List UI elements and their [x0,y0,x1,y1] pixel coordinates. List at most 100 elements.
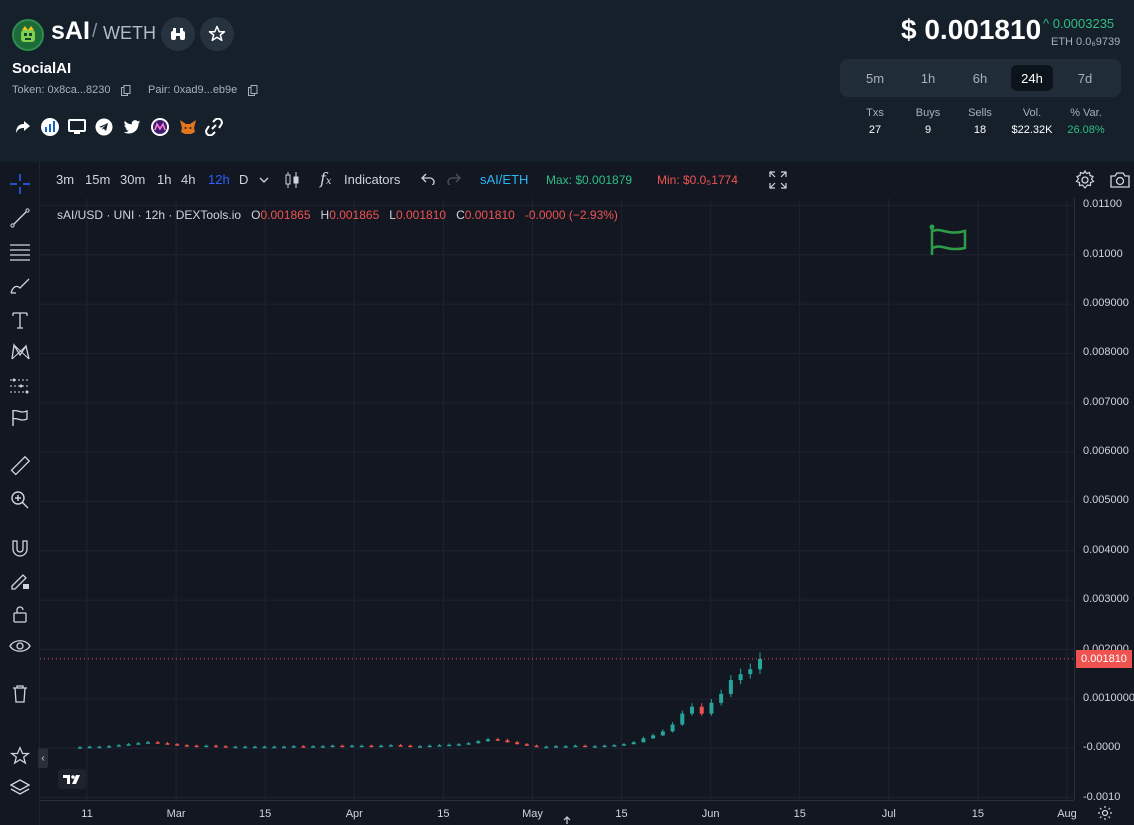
stay-drawing-tool[interactable] [8,568,32,592]
copy-token-icon[interactable] [121,85,131,96]
candle-body [758,658,762,670]
interval-d[interactable]: D [239,172,249,187]
measure-tool[interactable] [8,454,32,478]
brush-tool[interactable] [8,274,32,298]
price-chart[interactable] [40,198,1074,800]
legend-open-key: O [251,208,261,222]
candle-body [583,745,588,748]
favorites-tool[interactable] [8,744,32,768]
quote-symbol: WETH [103,23,156,43]
twitter-icon[interactable] [122,117,142,137]
collapse-toolbar-button[interactable]: ‹ [38,748,48,768]
candle-body [738,674,743,681]
price-axis[interactable]: 0.01100 0.01000 0.009000 0.008000 0.007000 0.… [1074,198,1134,803]
y-tick-label: 0.01000 [1083,247,1123,260]
chart-plot-area[interactable] [40,198,1074,800]
binoculars-button[interactable] [161,17,195,51]
interval-15m[interactable]: 15m [85,172,111,187]
candle-body [350,745,354,748]
candle-body [612,745,617,747]
timeframe-1h[interactable]: 1h [920,70,936,86]
time-axis[interactable]: 11 Mar 15 Apr 15 May 15 Jun 15 Jul 15 Aug [40,800,1077,825]
copy-pair-icon[interactable] [248,85,258,96]
indicators-icon[interactable]: fx [320,169,332,188]
fullscreen-icon[interactable] [769,171,787,189]
text-tool[interactable] [8,308,32,332]
candle-body [78,747,82,749]
y-tick-label: 0.009000 [1083,297,1129,310]
y-tick-label: 0.004000 [1083,543,1129,556]
candle-body [369,745,374,748]
hide-tool[interactable] [8,634,32,658]
star-outline-icon [10,746,30,765]
tradingview-logo-icon[interactable] [58,769,86,789]
candle-body [184,745,189,747]
pair-separator: / [92,21,98,42]
candle-body [204,745,209,748]
link-icon[interactable] [204,117,224,137]
lock-tool[interactable] [8,602,32,626]
candle-body [233,746,238,749]
candle-body [486,739,490,742]
indicators-button[interactable]: Indicators [344,172,401,187]
candle-body [359,745,364,748]
settings-gear-icon[interactable] [1075,170,1095,190]
candle-body [311,746,316,748]
interval-12h[interactable]: 12h [208,172,230,187]
x-tick-label: Jun [701,808,720,820]
interval-3m[interactable]: 3m [56,172,75,187]
magnet-tool[interactable] [8,536,32,560]
timeframe-5m[interactable]: 5m [865,70,885,86]
scroll-to-latest-icon[interactable] [562,815,572,825]
remove-tool[interactable] [8,682,32,706]
candle-body [660,731,665,736]
chart-flag-icon[interactable] [929,224,967,256]
candle-body [291,746,296,748]
metamask-icon[interactable] [178,117,198,137]
timeframe-6h[interactable]: 6h [972,70,988,86]
legend-close: 0.001810 [464,208,515,222]
prediction-tool[interactable] [8,374,32,398]
candle-body [524,744,529,746]
share-icon[interactable] [13,117,33,137]
crosshair-icon [10,174,30,194]
coinmarketcap-icon[interactable] [150,117,170,137]
binoculars-icon [171,28,185,40]
dextscore-icon[interactable] [40,117,60,137]
y-tick-label: 0.003000 [1083,593,1129,606]
fib-tool[interactable] [8,240,32,264]
flag-tool[interactable] [8,406,32,430]
interval-1h[interactable]: 1h [157,172,172,187]
prediction-icon [10,378,30,394]
camera-icon[interactable] [1109,170,1131,190]
candle-body [252,746,257,749]
trend-line-icon [10,208,30,228]
interval-4h[interactable]: 4h [181,172,196,187]
timeframe-24h[interactable]: 24h [1011,65,1053,91]
zoom-tool[interactable] [8,488,32,512]
candle-body [651,735,656,739]
legend-title: sAI/USD · UNI · 12h · DEXTools.io [57,208,242,222]
candle-body [320,746,325,748]
candle-body [214,745,218,748]
redo-icon[interactable] [447,173,461,185]
pattern-tool[interactable] [8,340,32,364]
candle-body [165,743,170,745]
chevron-down-icon[interactable] [259,176,269,184]
undo-icon[interactable] [421,173,435,185]
candles-icon[interactable] [283,170,301,190]
candle-body [505,740,510,743]
axis-settings-icon[interactable] [1097,805,1113,821]
x-tick-label: 15 [971,808,985,820]
trend-line-tool[interactable] [8,206,32,230]
pair-label[interactable]: sAI/ETH [480,172,529,187]
timeframe-7d[interactable]: 7d [1077,70,1093,86]
interval-30m[interactable]: 30m [120,172,146,187]
telegram-icon[interactable] [94,117,114,137]
favorite-button[interactable] [200,17,234,51]
object-tree-tool[interactable] [8,776,32,800]
crosshair-tool[interactable] [8,172,32,196]
y-tick-label: 0.0010000 [1083,691,1134,704]
website-icon[interactable] [67,117,87,137]
y-tick-label: 0.007000 [1083,395,1129,408]
